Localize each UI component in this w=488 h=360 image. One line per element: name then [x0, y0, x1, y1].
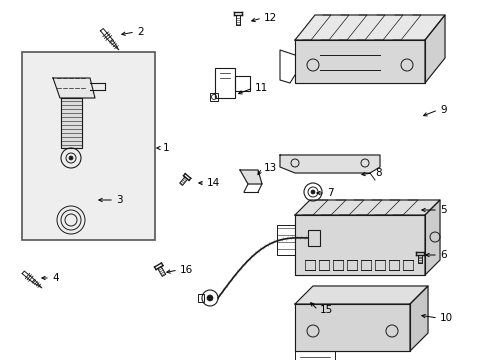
Polygon shape: [240, 170, 262, 184]
Text: 13: 13: [264, 163, 277, 173]
Polygon shape: [294, 215, 424, 275]
Text: 2: 2: [137, 27, 143, 37]
Text: 8: 8: [374, 168, 381, 178]
Text: 10: 10: [439, 313, 452, 323]
Bar: [22, 52, 155, 240]
Polygon shape: [294, 15, 444, 40]
Polygon shape: [409, 286, 427, 351]
Polygon shape: [53, 78, 95, 98]
Polygon shape: [294, 200, 439, 215]
Text: 14: 14: [206, 178, 220, 188]
Text: 4: 4: [52, 273, 59, 283]
Polygon shape: [294, 286, 427, 304]
Polygon shape: [294, 304, 409, 351]
Text: 1: 1: [163, 143, 169, 153]
Bar: [198, 294, 203, 302]
Polygon shape: [61, 98, 82, 148]
Polygon shape: [424, 200, 439, 275]
Polygon shape: [280, 155, 379, 173]
Text: 12: 12: [264, 13, 277, 23]
Bar: [294, 351, 334, 360]
Text: 15: 15: [319, 305, 332, 315]
Text: 3: 3: [116, 195, 122, 205]
Circle shape: [310, 190, 314, 194]
Bar: [235, 76, 249, 91]
Text: 16: 16: [180, 265, 193, 275]
Bar: [307, 230, 319, 246]
Circle shape: [206, 295, 213, 301]
Text: 7: 7: [326, 188, 333, 198]
Text: 6: 6: [439, 250, 446, 260]
Circle shape: [69, 156, 73, 160]
Polygon shape: [424, 15, 444, 83]
Bar: [276, 225, 294, 255]
Text: 11: 11: [254, 83, 268, 93]
Bar: [215, 68, 235, 98]
Text: 5: 5: [439, 205, 446, 215]
Text: 9: 9: [439, 105, 446, 115]
Bar: [209, 93, 218, 101]
Polygon shape: [294, 40, 424, 83]
